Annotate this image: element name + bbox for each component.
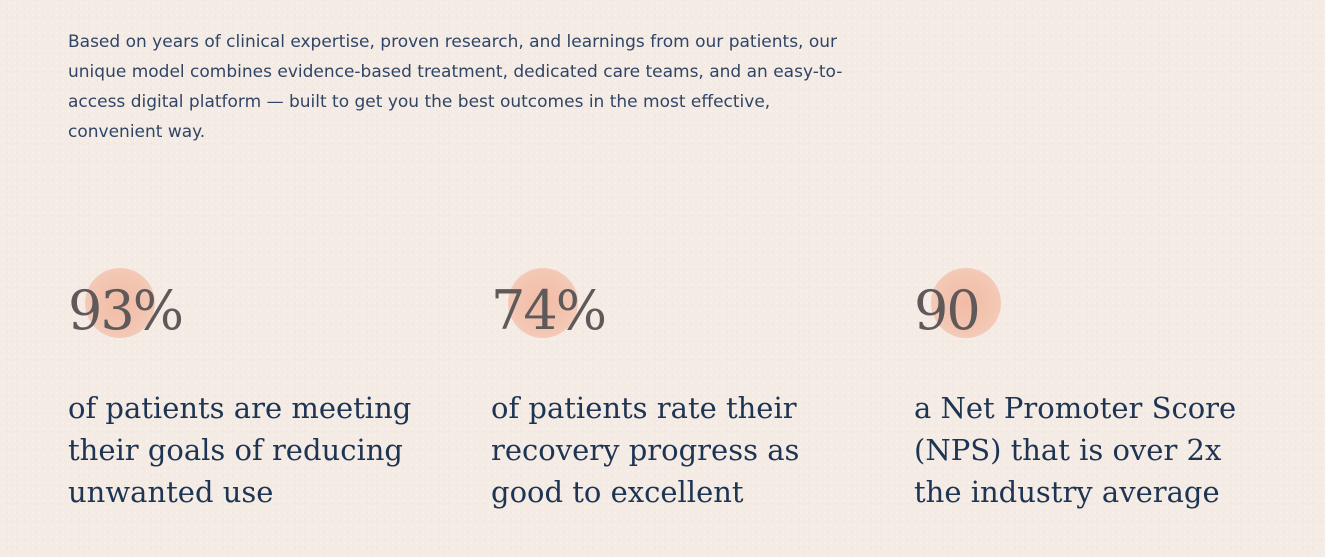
accent-circle	[508, 268, 578, 338]
accent-circle	[85, 268, 155, 338]
stat-block-recovery: 74% of patients rate their recovery prog…	[491, 266, 799, 509]
stat-number: 74%	[491, 279, 607, 342]
stat-block-goals: 93% of patients are meeting their goals …	[68, 266, 411, 509]
stat-block-nps: 90 a Net Promoter Score (NPS) that is ov…	[914, 266, 1236, 509]
intro-paragraph: Based on years of clinical expertise, pr…	[68, 32, 843, 142]
stat-description: a Net Promoter Score (NPS) that is over …	[914, 391, 1237, 509]
accent-circle	[931, 268, 1001, 338]
stat-description: of patients are meeting their goals of r…	[68, 391, 412, 509]
stat-description: of patients rate their recovery progress…	[491, 391, 800, 509]
stat-number: 93%	[68, 279, 184, 342]
stat-number: 90	[914, 279, 981, 342]
